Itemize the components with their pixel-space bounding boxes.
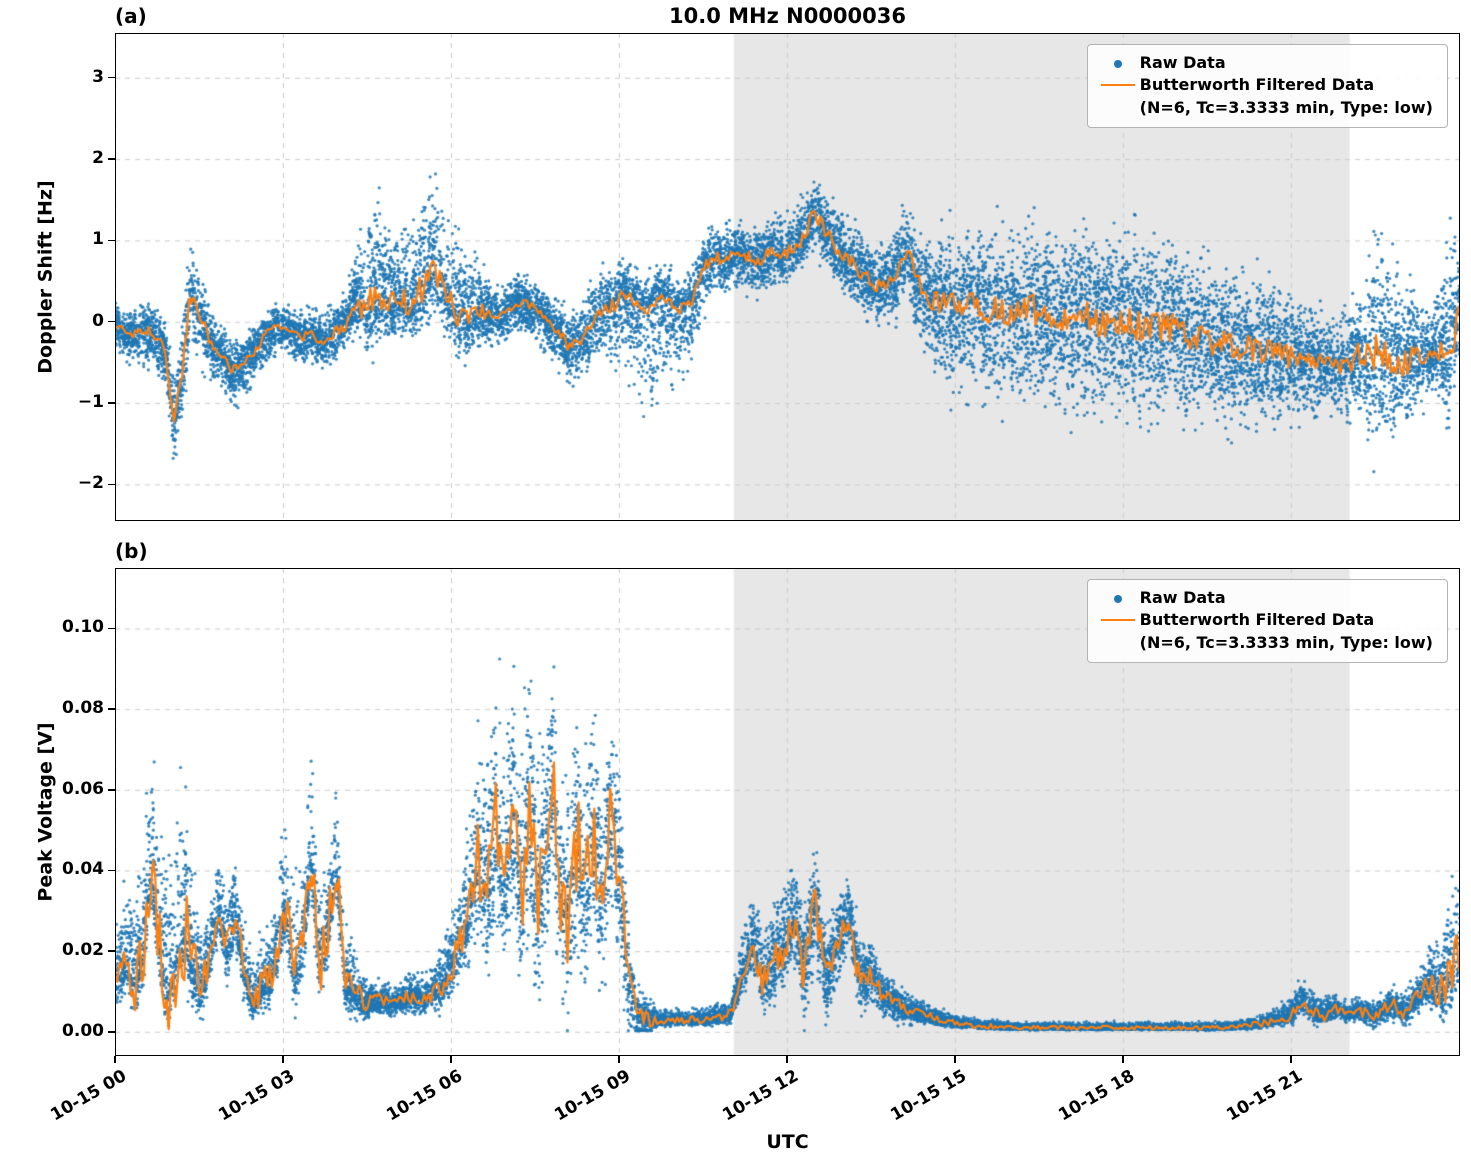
x-tick-label: 10-15 21 (1223, 1066, 1306, 1126)
y-tick-label: 0.04 (62, 859, 104, 880)
legend-filtered-label: Butterworth Filtered Data (N=6, Tc=3.3333… (1139, 75, 1433, 117)
legend-raw-label: Raw Data (1139, 588, 1226, 607)
x-tick-mark (1122, 1056, 1124, 1063)
y-tick-mark (108, 320, 115, 323)
x-tick-label: 10-15 03 (215, 1066, 298, 1126)
y-axis-label-a-box: Doppler Shift [Hz] (30, 33, 62, 521)
x-tick-mark (786, 1056, 788, 1063)
y-tick-label: 0.06 (62, 778, 104, 799)
x-tick-mark (954, 1056, 956, 1063)
x-tick-mark (282, 1056, 284, 1063)
y-axis-label-doppler: Doppler Shift [Hz] (35, 180, 57, 374)
y-tick-label: 0.10 (62, 617, 104, 638)
x-tick-label: 10-15 18 (1055, 1066, 1138, 1126)
filtered-line-icon (1096, 609, 1140, 622)
raw-data-dot-icon (1096, 52, 1140, 68)
x-tick-label: 10-15 15 (887, 1066, 970, 1126)
legend-row-raw: Raw Data (1096, 587, 1433, 609)
y-tick-label: −2 (77, 473, 104, 494)
legend-a: Raw Data Butterworth Filtered Data (N=6, … (1086, 44, 1448, 129)
y-tick-label: 0.08 (62, 698, 104, 719)
legend-row-filtered: Butterworth Filtered Data (N=6, Tc=3.3333… (1096, 74, 1433, 119)
x-tick-label: 10-15 06 (383, 1066, 466, 1126)
y-tick-label: 2 (92, 148, 104, 169)
y-tick-mark (108, 627, 115, 630)
legend-row-raw: Raw Data (1096, 52, 1433, 74)
y-tick-label: 0.02 (62, 940, 104, 961)
y-tick-label: 0.00 (62, 1020, 104, 1041)
y-tick-mark (108, 158, 115, 160)
x-tick-mark (450, 1056, 452, 1063)
y-tick-label: 1 (92, 229, 104, 250)
panel-a-label: (a) (115, 4, 147, 28)
filtered-line-icon (1096, 74, 1140, 87)
y-tick-mark (108, 1031, 115, 1033)
x-axis-label: UTC (766, 1131, 809, 1153)
y-tick-label: 0 (92, 310, 104, 331)
y-tick-mark (108, 869, 115, 872)
x-tick-label: 10-15 00 (47, 1066, 130, 1126)
x-tick-mark (1290, 1056, 1292, 1063)
y-tick-label: 3 (92, 66, 104, 87)
y-tick-mark (108, 708, 115, 710)
y-axis-label-b-box: Peak Voltage [V] (30, 568, 62, 1056)
figure-title: 10.0 MHz N0000036 (669, 4, 906, 28)
y-tick-mark (108, 239, 115, 242)
x-tick-label: 10-15 09 (551, 1066, 634, 1126)
legend-raw-label: Raw Data (1139, 53, 1226, 72)
panel-b-label: (b) (115, 539, 148, 563)
x-tick-label: 10-15 12 (719, 1066, 802, 1126)
raw-data-dot-icon (1096, 587, 1140, 603)
y-tick-mark (108, 483, 115, 486)
legend-b: Raw Data Butterworth Filtered Data (N=6, … (1086, 579, 1448, 664)
y-tick-mark (108, 76, 115, 79)
y-tick-label: −1 (77, 392, 104, 413)
x-tick-mark (114, 1056, 116, 1063)
y-tick-mark (108, 789, 115, 791)
x-tick-mark (618, 1056, 620, 1063)
legend-row-filtered: Butterworth Filtered Data (N=6, Tc=3.3333… (1096, 609, 1433, 654)
y-tick-mark (108, 950, 115, 952)
y-tick-mark (108, 402, 115, 404)
legend-filtered-label: Butterworth Filtered Data (N=6, Tc=3.3333… (1139, 610, 1433, 652)
